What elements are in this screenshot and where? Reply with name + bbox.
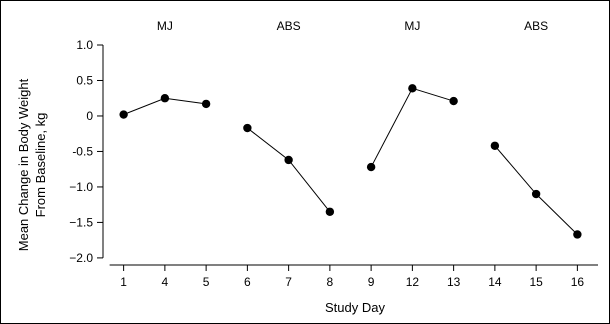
y-tick-label: 1.0: [76, 38, 93, 52]
phase-labels: MJ ABS MJ ABS: [157, 19, 548, 33]
phase-label: ABS: [524, 19, 548, 33]
data-point: [408, 84, 417, 93]
x-tick-label: 1: [120, 275, 127, 289]
x-axis: 1 4 5 6 7 8 9 12 13 14 15 16: [109, 264, 598, 289]
x-tick-label: 4: [162, 275, 169, 289]
x-tick-label: 12: [406, 275, 420, 289]
data-point: [490, 141, 500, 150]
data-point: [201, 99, 211, 109]
x-tick-label: 8: [327, 275, 334, 289]
phase-label: ABS: [277, 19, 301, 33]
series-segment: [119, 94, 211, 119]
y-tick-label: 0: [86, 109, 93, 123]
data-point: [573, 230, 582, 239]
y-tick-label: -0.5: [72, 144, 93, 158]
data-point: [284, 155, 293, 165]
series-lines: [119, 84, 582, 239]
y-axis-title-line: Mean Change in Body Weight: [16, 78, 31, 251]
data-point: [449, 96, 458, 106]
data-point: [325, 207, 335, 216]
y-axis: 1.0 0.5 0 -0.5 −1.0 −1.5 −2.0: [69, 38, 104, 265]
x-tick-label: 6: [244, 275, 251, 289]
series-segment: [243, 123, 335, 216]
x-tick-label: 5: [203, 275, 210, 289]
y-axis-title-line: From Baseline, kg: [33, 113, 48, 218]
x-tick-label: 15: [529, 275, 543, 289]
y-tick-label: −1.0: [69, 180, 93, 194]
x-tick-label: 9: [368, 275, 375, 289]
x-tick-label: 14: [488, 275, 502, 289]
y-tick-label: −1.5: [69, 215, 93, 229]
data-point: [119, 110, 128, 119]
data-point: [366, 162, 376, 172]
series-segment: [490, 141, 582, 239]
series-segment: [366, 84, 458, 172]
x-axis-title: Study Day: [325, 300, 385, 315]
y-tick-label: −2.0: [69, 251, 93, 265]
phase-label: MJ: [157, 19, 173, 33]
data-point: [531, 189, 541, 199]
data-point: [243, 123, 252, 133]
x-tick-label: 16: [571, 275, 585, 289]
y-tick-label: 0.5: [76, 73, 93, 87]
data-point: [160, 94, 170, 103]
y-axis-title: Mean Change in Body Weight From Baseline,…: [16, 78, 48, 251]
phase-label: MJ: [404, 19, 420, 33]
x-tick-label: 7: [285, 275, 292, 289]
x-tick-label: 13: [447, 275, 461, 289]
